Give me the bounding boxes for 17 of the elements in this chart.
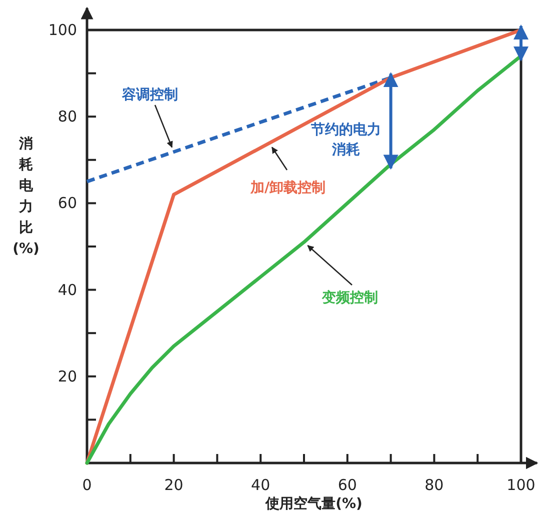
text: 变频控制 [321,289,378,306]
series-label: 加/卸载控制 [249,180,326,196]
x-axis-title: 使用空气量(%) [264,495,362,512]
y-tick-label: 60 [58,194,77,212]
x-tick-label: 0 [82,476,92,494]
annotation: 节约的电力消耗 [310,122,381,158]
text: 容调控制 [121,86,178,103]
x-tick-label: 80 [424,476,444,494]
x-tick-label: 60 [338,476,357,494]
y-axis-title: 消耗电力比(%) [12,136,40,257]
x-tick-label: 40 [251,476,270,494]
y-tick-label: 40 [58,280,77,299]
x-tick-label: 100 [506,476,536,494]
y-tick-label: 80 [58,108,77,126]
y-tick-label: 100 [48,21,77,39]
y-tick-label: 20 [58,367,77,386]
x-tick-label: 20 [164,476,184,494]
